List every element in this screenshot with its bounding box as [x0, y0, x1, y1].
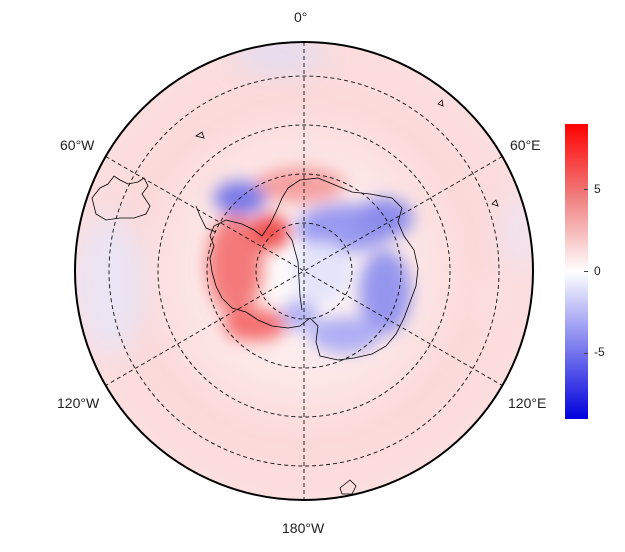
- meridian-60e-120w: [105, 156, 503, 386]
- latitude-circle: [206, 173, 402, 369]
- graticule: [105, 42, 503, 500]
- ice-shelf-line: [285, 231, 303, 311]
- latitude-circle: [157, 124, 451, 418]
- antarctica-coastline: [209, 177, 419, 361]
- anomaly-field: [75, 42, 533, 500]
- latitude-circle: [255, 222, 353, 320]
- colorbar-tick-label: 5: [594, 181, 601, 196]
- south-america-coastline: [91, 175, 151, 221]
- map-boundary: [74, 41, 534, 501]
- lon-label-120w: 120°W: [57, 395, 100, 411]
- lon-label-60w: 60°W: [60, 137, 95, 153]
- lon-label-0: 0°: [294, 9, 308, 25]
- colorbar-tick-label: 0: [594, 263, 601, 278]
- islands: [195, 99, 499, 495]
- lon-label-60e: 60°E: [510, 137, 541, 153]
- latitude-circle: [108, 75, 500, 467]
- colorbar-tick-label: -5: [594, 345, 605, 360]
- lon-label-180w: 180°W: [282, 520, 325, 536]
- colorbar: [565, 124, 588, 419]
- coastline: [91, 99, 499, 495]
- colorbar-gradient: [565, 124, 588, 419]
- lon-label-120e: 120°E: [508, 395, 547, 411]
- meridian-60w-120e: [105, 156, 503, 386]
